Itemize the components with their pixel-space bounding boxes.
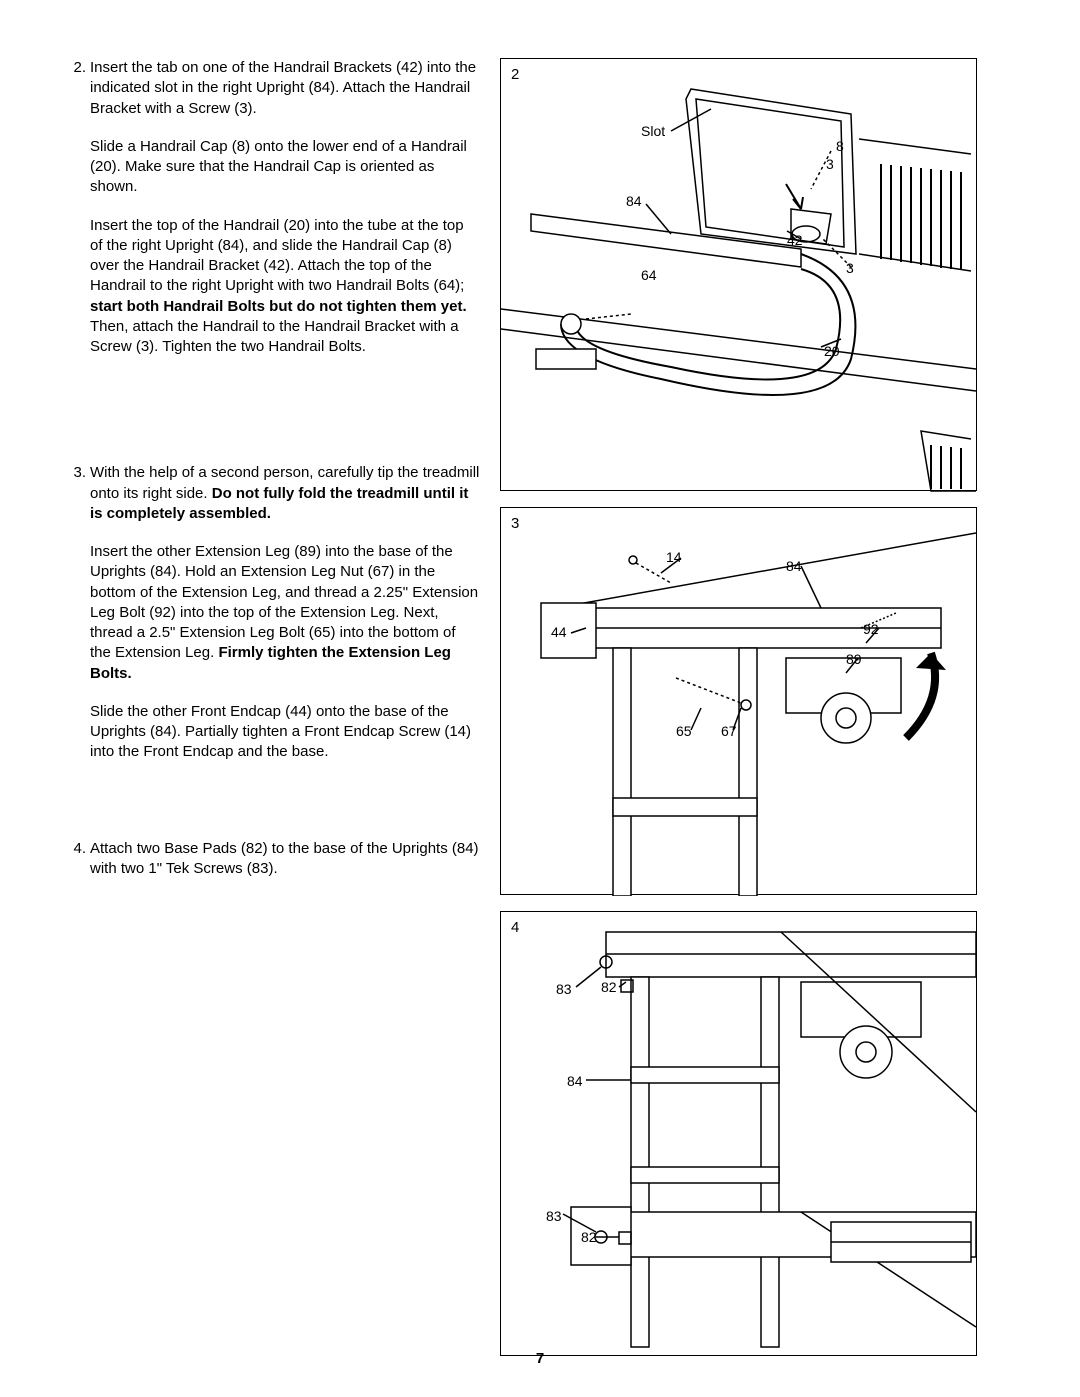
- figure-4: 4: [500, 911, 977, 1356]
- paragraph: Slide the other Front Endcap (44) onto t…: [90, 702, 480, 763]
- step-body: Attach two Base Pads (82) to the base of…: [90, 839, 480, 898]
- step-4: 4. Attach two Base Pads (82) to the base…: [60, 839, 480, 898]
- step-3: 3. With the help of a second person, car…: [60, 463, 480, 780]
- callout: 84: [786, 557, 802, 576]
- callout: 89: [846, 650, 862, 669]
- step-number: 4.: [60, 839, 90, 898]
- callout: 67: [721, 722, 737, 741]
- callout: 3: [826, 155, 834, 174]
- step-body: Insert the tab on one of the Handrail Br…: [90, 58, 480, 375]
- callout: 44: [551, 623, 567, 642]
- paragraph: Insert the top of the Handrail (20) into…: [90, 216, 480, 358]
- paragraph: Slide a Handrail Cap (8) onto the lower …: [90, 137, 480, 198]
- callout: 3: [846, 259, 854, 278]
- two-column-layout: 2. Insert the tab on one of the Handrail…: [60, 58, 1020, 1372]
- step-2: 2. Insert the tab on one of the Handrail…: [60, 58, 480, 375]
- callout: 83: [546, 1207, 562, 1226]
- page: 2. Insert the tab on one of the Handrail…: [0, 0, 1080, 1397]
- callout: 14: [666, 548, 682, 567]
- callout: 84: [567, 1072, 583, 1091]
- callout: 20: [824, 342, 840, 361]
- step-number: 3.: [60, 463, 90, 780]
- figure-2: 2: [500, 58, 977, 491]
- page-number: 7: [0, 1349, 1080, 1369]
- figures-column: 2: [500, 58, 977, 1372]
- callout: 42: [787, 231, 803, 250]
- paragraph: Insert the tab on one of the Handrail Br…: [90, 58, 480, 119]
- step-number: 2.: [60, 58, 90, 375]
- figure-number: 4: [511, 918, 519, 938]
- callout: 64: [641, 266, 657, 285]
- assembly-diagram-icon: [501, 508, 976, 896]
- paragraph: Attach two Base Pads (82) to the base of…: [90, 839, 480, 880]
- callout: 83: [556, 980, 572, 999]
- callout: Slot: [641, 122, 665, 141]
- paragraph: With the help of a second person, carefu…: [90, 463, 480, 524]
- paragraph: Insert the other Extension Leg (89) into…: [90, 542, 480, 684]
- callout: 82: [601, 978, 617, 997]
- callout: 65: [676, 722, 692, 741]
- callout: 84: [626, 192, 642, 211]
- instructions-column: 2. Insert the tab on one of the Handrail…: [60, 58, 480, 1372]
- figure-number: 3: [511, 514, 519, 534]
- figure-3: 3: [500, 507, 977, 895]
- assembly-diagram-icon: [501, 912, 976, 1357]
- step-body: With the help of a second person, carefu…: [90, 463, 480, 780]
- figure-number: 2: [511, 65, 519, 85]
- callout: 82: [581, 1228, 597, 1247]
- callout: 8: [836, 137, 844, 156]
- callout: 92: [863, 620, 879, 639]
- assembly-diagram-icon: [501, 59, 976, 492]
